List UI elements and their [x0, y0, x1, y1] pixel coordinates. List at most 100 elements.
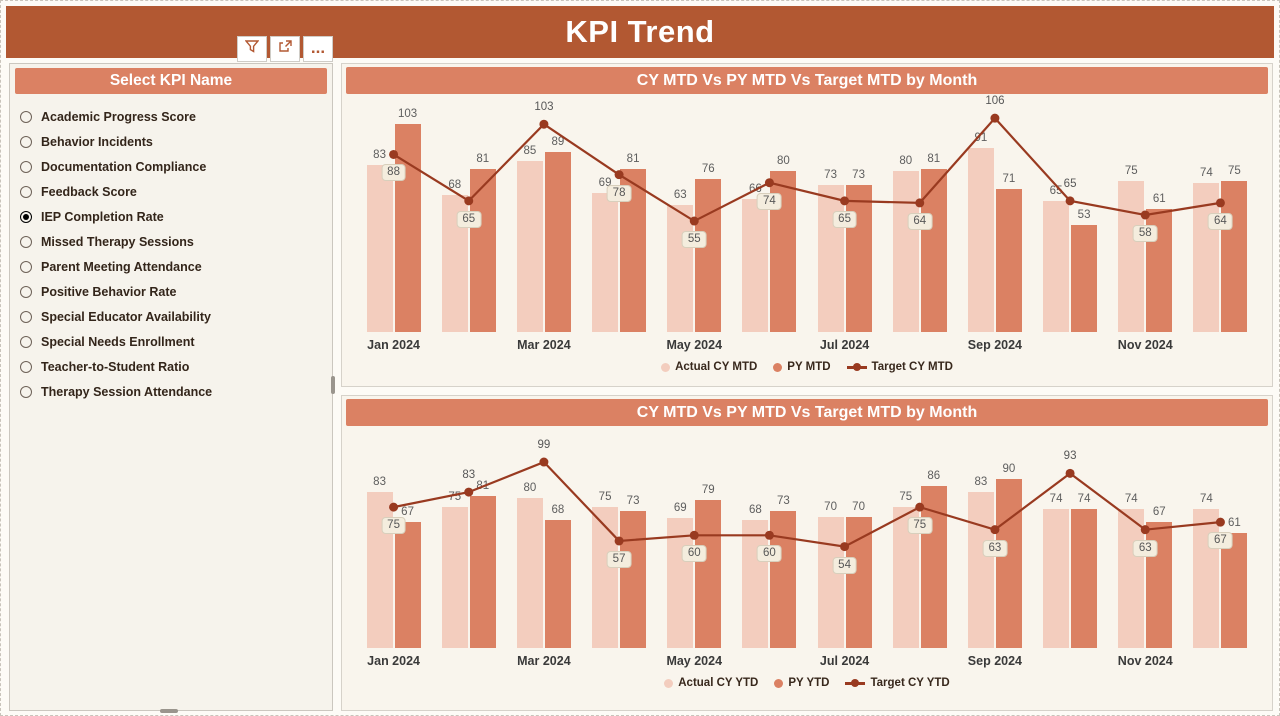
- py-bar[interactable]: [695, 499, 722, 648]
- radio-icon[interactable]: [20, 310, 32, 323]
- radio-icon[interactable]: [20, 185, 32, 198]
- kpi-slicer: Select KPI Name Academic Progress Score B…: [9, 63, 335, 713]
- radio-selected-icon[interactable]: [20, 210, 32, 223]
- x-axis-label: Nov 2024: [1117, 338, 1173, 352]
- slicer-title: Select KPI Name: [15, 68, 327, 94]
- actual-bar[interactable]: [892, 170, 919, 332]
- actual-data-label: 83: [373, 148, 386, 161]
- actual-bar[interactable]: [742, 198, 769, 332]
- chart-legend: Actual CY MTD PY MTD Target CY MTD: [342, 361, 1272, 373]
- actual-bar[interactable]: [1043, 200, 1070, 332]
- actual-bar[interactable]: [1043, 509, 1070, 648]
- actual-bar[interactable]: [592, 507, 619, 648]
- py-data-label: 76: [701, 162, 715, 175]
- py-bar[interactable]: [1071, 225, 1098, 332]
- py-bar[interactable]: [995, 478, 1022, 648]
- radio-icon[interactable]: [20, 160, 32, 173]
- actual-bar[interactable]: [366, 164, 393, 332]
- py-bar[interactable]: [394, 522, 421, 648]
- x-axis-label: Sep 2024: [967, 338, 1023, 352]
- radio-icon[interactable]: [20, 360, 32, 373]
- kpi-option-therapy-session-attendance[interactable]: Therapy Session Attendance: [20, 379, 322, 404]
- radio-icon[interactable]: [20, 260, 32, 273]
- actual-data-label: 68: [749, 504, 762, 517]
- kpi-option-positive-behavior-rate[interactable]: Positive Behavior Rate: [20, 279, 322, 304]
- actual-data-label: 74: [1200, 493, 1213, 506]
- py-bar[interactable]: [770, 510, 797, 648]
- target-line-series[interactable]: [356, 100, 1258, 332]
- py-bar[interactable]: [620, 510, 647, 648]
- actual-bar[interactable]: [967, 148, 994, 332]
- resize-handle-right[interactable]: [331, 376, 335, 394]
- actual-bar[interactable]: [441, 507, 468, 648]
- chart-x-axis: Jan 2024 Mar 2024 May 2024 Jul 2024 Sep 2024…: [356, 338, 1258, 356]
- radio-icon[interactable]: [20, 335, 32, 348]
- target-data-label: 93: [1063, 450, 1077, 463]
- target-data-label: 65: [456, 210, 482, 228]
- legend-item: Actual CY MTD: [661, 361, 757, 373]
- actual-bar[interactable]: [516, 497, 543, 648]
- kpi-option-behavior-incidents[interactable]: Behavior Incidents: [20, 129, 322, 154]
- target-data-label: 65: [832, 210, 857, 228]
- radio-icon[interactable]: [20, 110, 32, 123]
- actual-bar[interactable]: [667, 204, 694, 332]
- focus-mode-button[interactable]: [270, 36, 300, 62]
- more-options-button[interactable]: ...: [303, 36, 333, 62]
- py-data-label: 70: [852, 500, 865, 513]
- filter-button[interactable]: [237, 36, 267, 62]
- resize-handle-bottom[interactable]: [160, 709, 178, 713]
- kpi-option-missed-therapy-sessions[interactable]: Missed Therapy Sessions: [20, 229, 322, 254]
- actual-data-label: 80: [523, 481, 537, 494]
- py-bar[interactable]: [1221, 533, 1248, 648]
- kpi-option-documentation-compliance[interactable]: Documentation Compliance: [20, 154, 322, 179]
- target-data-label: 75: [907, 517, 933, 535]
- py-bar[interactable]: [995, 188, 1022, 332]
- kpi-option-special-educator-availability[interactable]: Special Educator Availability: [20, 304, 322, 329]
- x-axis-label: May 2024: [666, 338, 723, 352]
- py-bar[interactable]: [695, 178, 722, 332]
- legend-label: PY YTD: [788, 677, 830, 689]
- kpi-option-label: Feedback Score: [41, 184, 137, 199]
- filter-icon: [244, 40, 260, 58]
- py-bar[interactable]: [544, 152, 571, 332]
- kpi-list: Academic Progress Score Behavior Incident…: [10, 98, 332, 410]
- actual-bar[interactable]: [1118, 180, 1145, 332]
- radio-icon[interactable]: [20, 285, 32, 298]
- kpi-option-label: Parent Meeting Attendance: [41, 259, 202, 274]
- py-bar[interactable]: [1221, 180, 1248, 332]
- py-bar[interactable]: [544, 520, 571, 648]
- legend-item: PY MTD: [773, 361, 831, 373]
- legend-dot-marker: [774, 678, 784, 688]
- target-data-label: 103: [534, 101, 554, 114]
- py-bar[interactable]: [469, 495, 496, 648]
- kpi-option-academic-progress-score[interactable]: Academic Progress Score: [20, 104, 322, 129]
- target-data-label: 88: [381, 164, 406, 182]
- target-data-label: 83: [462, 469, 476, 482]
- actual-bar[interactable]: [1118, 509, 1145, 648]
- py-bar[interactable]: [1071, 509, 1098, 648]
- actual-bar[interactable]: [817, 516, 844, 648]
- radio-icon[interactable]: [20, 135, 32, 148]
- chart-x-axis: Jan 2024 Mar 2024 May 2024 Jul 2024 Sep 2024…: [356, 654, 1258, 672]
- kpi-option-feedback-score[interactable]: Feedback Score: [20, 179, 322, 204]
- target-data-label: 58: [1132, 225, 1158, 242]
- legend-label: Target CY YTD: [870, 677, 950, 689]
- py-data-label: 86: [927, 470, 941, 483]
- actual-bar[interactable]: [967, 492, 994, 648]
- legend-label: Target CY MTD: [871, 361, 953, 373]
- actual-data-label: 68: [448, 178, 462, 191]
- py-bar[interactable]: [845, 184, 872, 332]
- kpi-option-iep-completion-rate[interactable]: IEP Completion Rate: [20, 204, 322, 229]
- kpi-option-special-needs-enrollment[interactable]: Special Needs Enrollment: [20, 329, 322, 354]
- kpi-option-parent-meeting-attendance[interactable]: Parent Meeting Attendance: [20, 254, 322, 279]
- actual-bar[interactable]: [516, 160, 543, 332]
- actual-bar[interactable]: [592, 192, 619, 332]
- actual-bar[interactable]: [742, 520, 769, 648]
- kpi-option-teacher-to-student-ratio[interactable]: Teacher-to-Student Ratio: [20, 354, 322, 379]
- target-line-series[interactable]: [356, 432, 1258, 648]
- radio-icon[interactable]: [20, 235, 32, 248]
- x-axis-label: Nov 2024: [1117, 654, 1173, 668]
- actual-bar[interactable]: [667, 518, 694, 648]
- actual-bar[interactable]: [817, 184, 844, 332]
- radio-icon[interactable]: [20, 385, 32, 398]
